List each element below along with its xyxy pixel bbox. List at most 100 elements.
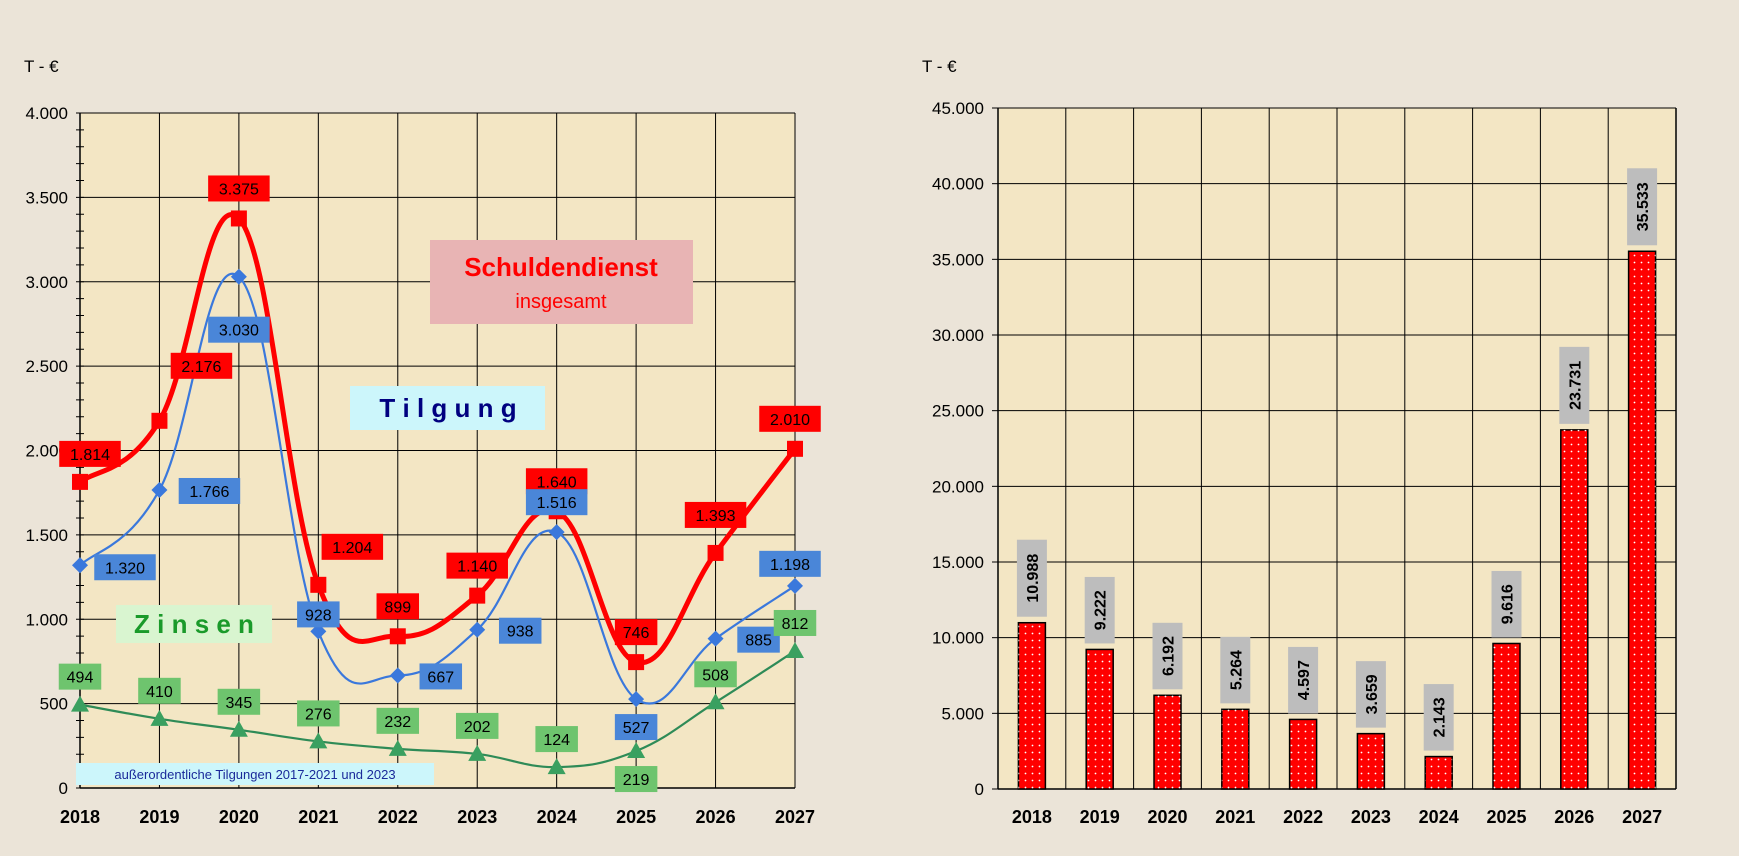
- tilgung-data-label: 1.766: [189, 484, 229, 501]
- line-y-ticks: 0 500 1.000 1.500 2.000 2.500 3.000 3.500 4.000: [25, 104, 68, 798]
- tilgung-label-bg: [94, 554, 156, 581]
- tilgung-marker: [389, 667, 406, 684]
- zinsen-marker: [627, 742, 646, 759]
- y-tick-label: 1.500: [25, 526, 68, 545]
- tilgung-data-label: 1.320: [105, 560, 145, 577]
- x-tick-label: 2027: [1622, 807, 1662, 827]
- bar-label-bg: [1559, 346, 1590, 424]
- schuldendienst-marker: [151, 412, 168, 429]
- schuldendienst-legend-title: Schuldendienst: [464, 252, 658, 282]
- y-tick-label: 4.000: [25, 104, 68, 123]
- zinsen-marker: [547, 758, 566, 775]
- y-tick-label: 3.500: [25, 188, 68, 207]
- zinsen-marker: [706, 693, 725, 710]
- bar-y-ticks: 0 5.000 10.000 15.000 20.000 25.000 30.000 35.0…: [932, 99, 984, 799]
- tilgung-label-bg: [525, 489, 588, 516]
- tilgung-data-label: 928: [305, 607, 332, 624]
- bar-pattern: [1493, 643, 1520, 789]
- tilgung-label-bg: [208, 316, 270, 343]
- zinsen-marker: [229, 720, 248, 737]
- zinsen-marker: [468, 744, 487, 761]
- schuldendienst-label-bg: [321, 533, 384, 560]
- tilgung-label-bg: [759, 550, 821, 577]
- zinsen-line: [79, 650, 796, 769]
- line-x-ticks: 2018 2019 2020 2021 2022 2023 2024 2025 2026 2027: [60, 807, 815, 827]
- y-tick-label: 10.000: [932, 629, 984, 648]
- x-tick-label: 2021: [1215, 807, 1255, 827]
- line-chart: 05001.0001.5002.0002.5003.0003.5004.000 …: [24, 57, 821, 827]
- tilgung-data-label: 885: [745, 633, 772, 650]
- x-tick-label: 2026: [1554, 807, 1594, 827]
- x-tick-label: 2025: [616, 807, 656, 827]
- tilgung-label-bg: [419, 663, 463, 690]
- bar-label-bg: [1288, 646, 1319, 714]
- note-text: außerordentliche Tilgungen 2017-2021 und…: [114, 767, 395, 782]
- schuldendienst-marker: [469, 587, 486, 604]
- schuldendienst-data-label: 899: [384, 599, 411, 616]
- bar-data-label: 23.731: [1567, 361, 1584, 410]
- schuldendienst-label-bg: [446, 552, 508, 579]
- y-tick-label: 2.000: [25, 442, 68, 461]
- tilgung-marker: [628, 691, 645, 708]
- x-tick-label: 2018: [1012, 807, 1052, 827]
- bar-pattern: [1357, 733, 1385, 789]
- y-tick-label: 25.000: [932, 402, 984, 421]
- bar-label-bg: [1627, 168, 1658, 246]
- bar-label-bg: [1084, 576, 1115, 644]
- zinsen-data-label: 124: [543, 732, 570, 749]
- zinsen-marker: [786, 641, 804, 658]
- zinsen-label-bg: [138, 677, 181, 704]
- y-tick-label: 45.000: [932, 99, 984, 118]
- bar-pattern: [1154, 695, 1181, 789]
- zinsen-label-bg: [376, 707, 420, 734]
- x-tick-label: 2024: [1419, 807, 1459, 827]
- x-tick-label: 2026: [696, 807, 736, 827]
- tilgung-legend-box: [350, 386, 545, 430]
- tilgung-marker: [72, 557, 88, 574]
- zinsen-data-label: 410: [146, 684, 173, 701]
- bar-label-bg: [1423, 684, 1454, 751]
- tilgung-data-label: 667: [427, 669, 454, 686]
- schuldendienst-marker: [707, 544, 724, 561]
- schuldendienst-label-bg: [614, 619, 658, 646]
- schuldendienst-data-label: 3.375: [219, 181, 259, 198]
- bar-gridlines: [998, 107, 1676, 790]
- tilgung-data-label: 1.198: [770, 557, 810, 574]
- x-tick-label: 2018: [60, 807, 100, 827]
- y-tick-label: 5.000: [941, 704, 984, 723]
- zinsen-data-label: 812: [782, 616, 809, 633]
- zinsen-label-bg: [297, 700, 340, 727]
- line-series: [71, 210, 804, 775]
- tilgung-label-bg: [614, 714, 658, 741]
- zinsen-label-bg: [614, 766, 658, 793]
- schuldendienst-marker: [72, 473, 88, 490]
- x-tick-label: 2023: [1351, 807, 1391, 827]
- x-tick-label: 2019: [139, 807, 179, 827]
- zinsen-data-label: 494: [67, 670, 94, 687]
- schuldendienst-marker: [310, 576, 327, 593]
- zinsen-marker: [309, 732, 328, 749]
- bar-pattern: [1018, 622, 1046, 789]
- zinsen-label-bg: [535, 726, 578, 753]
- tilgung-label-bg: [297, 601, 340, 628]
- schuldendienst-legend-subtitle: insgesamt: [515, 291, 607, 313]
- bar-data-label: 9.222: [1093, 590, 1110, 630]
- y-tick-label: 0: [59, 779, 68, 798]
- schuldendienst-data-label: 1.204: [332, 540, 372, 557]
- tilgung-data-label: 938: [507, 624, 534, 641]
- tilgung-label-bg: [178, 477, 241, 504]
- schuldendienst-data-label: 1.393: [696, 508, 736, 525]
- bar-data-label: 3.659: [1364, 674, 1381, 714]
- zinsen-data-label: 219: [623, 772, 650, 789]
- zinsen-legend-label: Z i n s e n: [134, 609, 254, 639]
- bar-label-bg: [1220, 636, 1251, 704]
- bar-label-bg: [1355, 661, 1386, 728]
- bar-data-label: 10.988: [1025, 554, 1042, 603]
- bar-y-axis-label: T - €: [922, 57, 957, 76]
- schuldendienst-label-bg: [59, 440, 121, 467]
- tilgung-marker: [469, 621, 486, 638]
- zinsen-label-bg: [217, 688, 261, 715]
- tilgung-marker: [548, 524, 565, 541]
- bar-label-bg: [1016, 539, 1047, 617]
